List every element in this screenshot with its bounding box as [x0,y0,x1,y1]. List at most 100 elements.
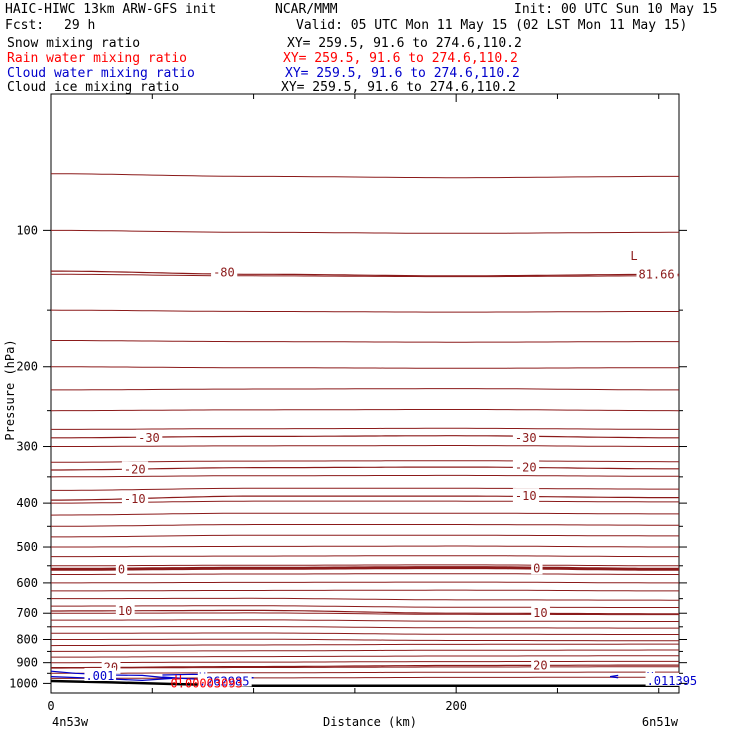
temperature-contour-label: -10 [515,489,537,503]
temperature-contour [51,270,679,277]
temperature-contour-label: 10 [533,606,547,620]
contour-label-bg [512,488,540,503]
isotherm-line [51,573,679,575]
isotherm-line [51,671,679,674]
isotherm-line [51,555,679,558]
temperature-contour-label: -80 [213,266,235,280]
contour-label-bg [628,248,640,263]
y-tick-label: 1000 [9,676,38,690]
field-xy-cloud-water: XY= 259.5, 91.6 to 274.6,110.2 [285,66,520,81]
temperature-contour [51,664,679,669]
contour-label-bg [121,491,149,506]
temperature-contour-label: -10 [124,492,146,506]
contour-label-bg [211,264,238,279]
isotherm-line [51,605,679,608]
x-tick-label: 0 [47,699,54,713]
y-tick-label: 100 [16,223,38,237]
temperature-contour-label: L [630,249,637,263]
isotherm-line [51,589,679,592]
isotherm-line [51,534,679,538]
temperature-contour [51,466,679,471]
cloud-water-label: .011395 [647,674,698,688]
temperature-contour-label: -30 [138,431,160,445]
cloud-label-bg [84,667,117,681]
isotherm-line [51,545,679,548]
temperature-contour-label: 10 [118,604,132,618]
field-name-cloud-ice: Cloud ice mixing ratio [7,80,180,95]
isotherm-line [51,524,679,527]
x-tick-label: 200 [445,699,467,713]
contour-label-bg [531,560,543,575]
isotherm-line [51,676,679,679]
field-xy-snow: XY= 259.5, 91.6 to 274.6,110.2 [287,36,522,51]
isotherm-line [51,638,679,642]
isotherm-line [51,487,679,491]
isotherm-line [50,632,679,635]
temperature-contour [51,609,679,615]
temperature-contour-label: -30 [515,431,537,445]
fcst-label: Fcst: [5,18,45,33]
terrain-line [50,679,679,687]
field-xy-cloud-ice: XY= 259.5, 91.6 to 274.6,110.2 [281,80,516,95]
isotherm-line [51,460,679,463]
isotherm-line [51,619,679,622]
y-tick-label: 600 [16,576,38,590]
contour-label-bg [636,266,678,281]
isotherm-line [51,649,679,652]
contour-label-bg [531,657,550,672]
valid-time: Valid: 05 UTC Mon 11 May 15 (02 LST Mon … [296,18,688,33]
x-axis-title: Distance (km) [323,715,417,729]
model-title: HAIC-HIWC 13km ARW-GFS init [5,2,217,17]
temperature-contour-label: 0 [533,561,540,575]
rain-water-label: 0.00003093 [171,676,243,690]
fcst-value: 29 h [64,18,96,33]
contour-label-bg [121,461,149,476]
cloud-water-contour [610,674,619,679]
y-axis-title: Pressure (hPa) [3,339,17,440]
isotherm-line [50,512,679,516]
isotherm-line [51,173,679,179]
y-tick-label: 900 [16,656,38,670]
temperature-contour [51,566,679,571]
contour-label-bg [512,459,540,474]
isotherm-line [51,612,679,616]
y-tick-label: 400 [16,496,38,510]
contour-label-bg [115,561,128,576]
y-tick-label: 300 [16,440,38,454]
cloud-water-label: .001 [85,669,114,683]
field-xy-rain: XY= 259.5, 91.6 to 274.6,110.2 [283,51,518,66]
x-endpoint-right: 6n51w [642,715,679,729]
field-name-snow: Snow mixing ratio [7,36,141,51]
isotherm-line [50,474,679,478]
contour-label-bg [531,605,550,620]
x-endpoint-left: 4n53w [52,715,89,729]
isotherm-line [51,581,679,584]
isotherm-line [50,309,679,313]
cloud-label-bg [645,672,700,686]
y-tick-label: 800 [16,632,38,646]
contour-label-bg [115,602,135,617]
isotherm-line [50,643,679,647]
plot-frame [50,93,680,694]
temperature-contour-label: -20 [124,462,146,476]
temperature-contour-label: 0 [118,562,125,576]
isotherm-line [51,273,679,278]
y-tick-label: 200 [16,360,38,374]
isotherm-line [51,564,679,567]
isotherm-line [51,388,679,391]
isotherm-line [50,409,680,412]
isotherm-line [51,597,679,601]
y-tick-label: 700 [16,606,38,620]
isotherm-line [51,626,679,629]
isotherm-line [51,500,679,504]
isotherm-line [51,340,679,343]
field-name-rain: Rain water mixing ratio [7,51,188,66]
contour-label-bg [512,429,540,444]
temperature-contour-label: 81.66 [638,267,674,281]
temperature-contour-label: -20 [515,461,537,475]
temperature-contour [51,495,679,501]
isotherm-line [51,427,679,430]
init-time: Init: 00 UTC Sun 10 May 15 [514,2,718,17]
